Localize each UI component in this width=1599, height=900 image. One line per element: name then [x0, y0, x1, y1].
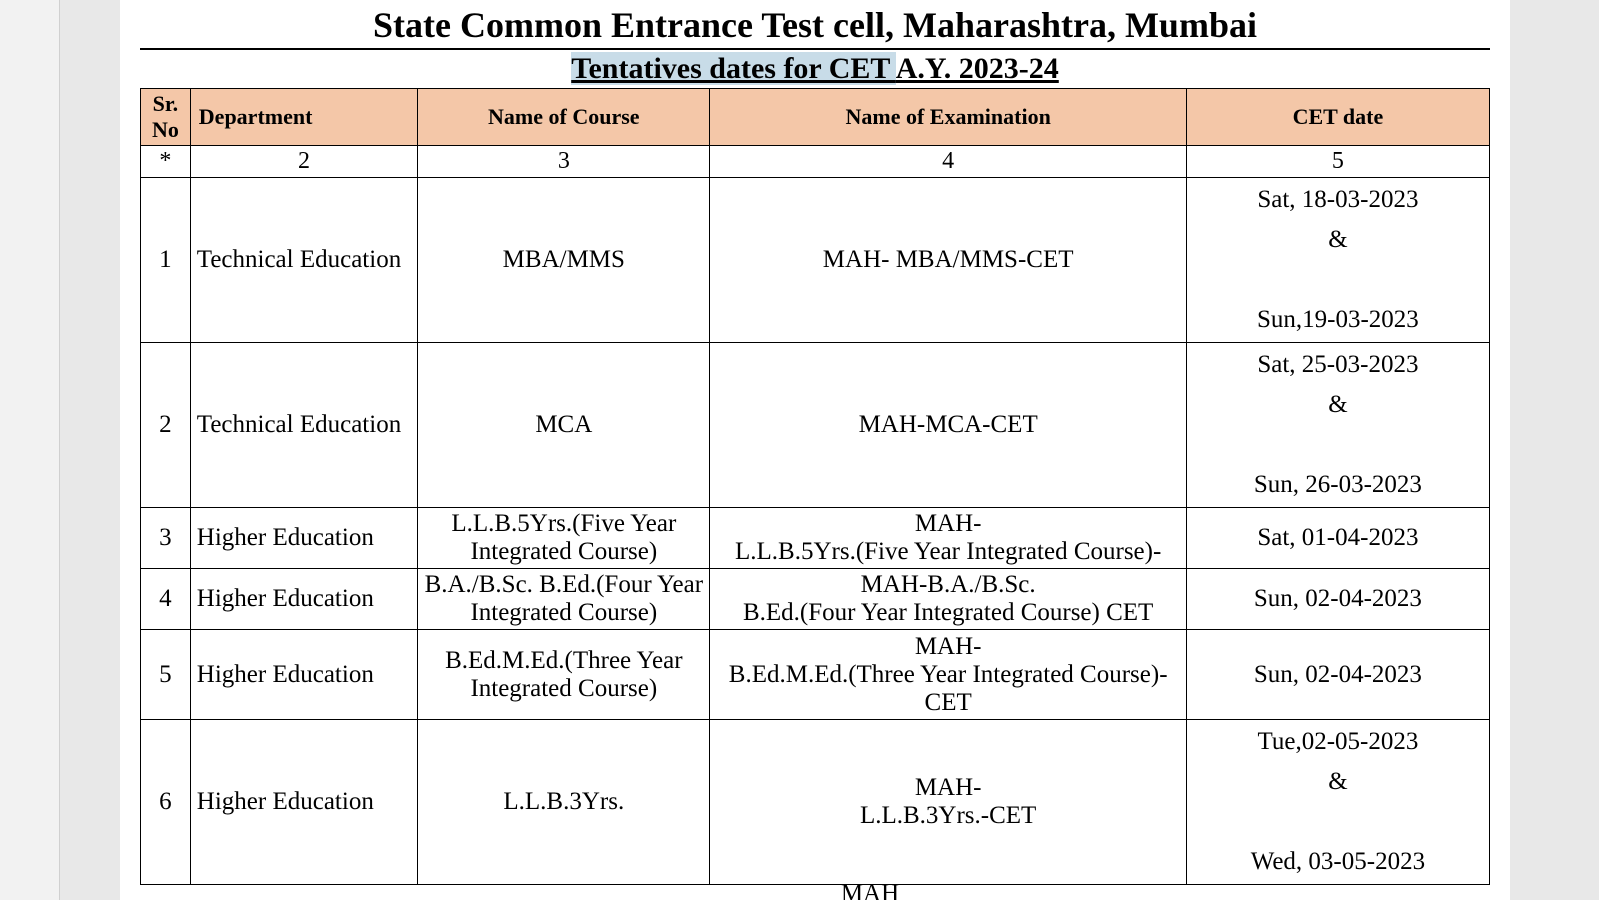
cell-exam: MAH- B.Ed.M.Ed.(Three Year Integrated Co… — [710, 630, 1186, 720]
cell-course: L.L.B.5Yrs.(Five Year Integrated Course) — [418, 508, 710, 569]
cell-sr: 2 — [141, 343, 191, 508]
table-row: 4 Higher Education B.A./B.Sc. B.Ed.(Four… — [141, 569, 1490, 630]
cell-sr: 1 — [141, 178, 191, 343]
table-row: 1 Technical Education MBA/MMS MAH- MBA/M… — [141, 178, 1490, 343]
cet-dates-table: Sr. No Department Name of Course Name of… — [140, 88, 1490, 885]
col-department: Department — [190, 89, 417, 146]
table-body: 1 Technical Education MBA/MMS MAH- MBA/M… — [141, 178, 1490, 885]
cell-exam: MAH-B.A./B.Sc. B.Ed.(Four Year Integrate… — [710, 569, 1186, 630]
col-examination: Name of Examination — [710, 89, 1186, 146]
column-number-row: * 2 3 4 5 — [141, 146, 1490, 178]
subtitle-highlighted: Tentatives dates for CET — [571, 52, 895, 85]
colnum-1: * — [141, 146, 191, 178]
document-page: State Common Entrance Test cell, Maharas… — [120, 0, 1510, 900]
table-header: Sr. No Department Name of Course Name of… — [141, 89, 1490, 178]
cell-dept: Higher Education — [190, 720, 417, 885]
cutoff-row-text: MAH — [250, 880, 1490, 900]
colnum-4: 4 — [710, 146, 1186, 178]
colnum-5: 5 — [1186, 146, 1489, 178]
cell-exam: MAH-MCA-CET — [710, 343, 1186, 508]
cell-course: L.L.B.3Yrs. — [418, 720, 710, 885]
cell-dept: Higher Education — [190, 508, 417, 569]
cell-date: Sat, 18-03-2023 & Sun,19-03-2023 — [1186, 178, 1489, 343]
document-title: State Common Entrance Test cell, Maharas… — [140, 0, 1490, 50]
document-subtitle: Tentatives dates for CET A.Y. 2023-24 — [140, 50, 1490, 88]
cell-course: B.A./B.Sc. B.Ed.(Four Year Integrated Co… — [418, 569, 710, 630]
cell-dept: Technical Education — [190, 343, 417, 508]
cell-date: Sat, 01-04-2023 — [1186, 508, 1489, 569]
cell-sr: 5 — [141, 630, 191, 720]
cell-exam: MAH- MBA/MMS-CET — [710, 178, 1186, 343]
cell-date: Tue,02-05-2023 & Wed, 03-05-2023 — [1186, 720, 1489, 885]
cell-course: MCA — [418, 343, 710, 508]
cell-dept: Technical Education — [190, 178, 417, 343]
cell-course: MBA/MMS — [418, 178, 710, 343]
table-row: 2 Technical Education MCA MAH-MCA-CET Sa… — [141, 343, 1490, 508]
cell-exam: MAH- L.L.B.5Yrs.(Five Year Integrated Co… — [710, 508, 1186, 569]
cell-date: Sun, 02-04-2023 — [1186, 569, 1489, 630]
col-cet-date: CET date — [1186, 89, 1489, 146]
table-row: 6 Higher Education L.L.B.3Yrs. MAH- L.L.… — [141, 720, 1490, 885]
cell-dept: Higher Education — [190, 630, 417, 720]
cell-dept: Higher Education — [190, 569, 417, 630]
table-row: 3 Higher Education L.L.B.5Yrs.(Five Year… — [141, 508, 1490, 569]
cell-exam: MAH- L.L.B.3Yrs.-CET — [710, 720, 1186, 885]
left-gutter — [0, 0, 60, 900]
cell-sr: 6 — [141, 720, 191, 885]
col-course: Name of Course — [418, 89, 710, 146]
cell-sr: 4 — [141, 569, 191, 630]
table-row: 5 Higher Education B.Ed.M.Ed.(Three Year… — [141, 630, 1490, 720]
cell-sr: 3 — [141, 508, 191, 569]
cell-course: B.Ed.M.Ed.(Three Year Integrated Course) — [418, 630, 710, 720]
col-sr-no: Sr. No — [141, 89, 191, 146]
cell-date: Sat, 25-03-2023 & Sun, 26-03-2023 — [1186, 343, 1489, 508]
subtitle-rest: A.Y. 2023-24 — [896, 52, 1059, 85]
cell-date: Sun, 02-04-2023 — [1186, 630, 1489, 720]
colnum-3: 3 — [418, 146, 710, 178]
colnum-2: 2 — [190, 146, 417, 178]
